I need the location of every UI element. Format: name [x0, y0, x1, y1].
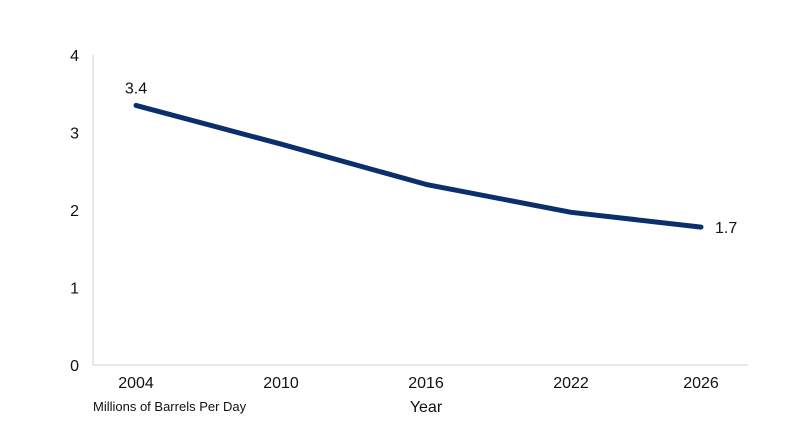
- data-labels: 3.4 1.7: [125, 80, 737, 237]
- x-tick-label: 2004: [118, 375, 154, 392]
- x-tick-label: 2022: [553, 375, 589, 392]
- x-tick-label: 2010: [263, 375, 299, 392]
- x-axis-title: Year: [410, 399, 443, 416]
- y-tick-label: 2: [70, 203, 79, 220]
- data-label: 3.4: [125, 80, 147, 97]
- series-layer: [133, 102, 704, 230]
- x-tick-label: 2026: [683, 375, 719, 392]
- y-tick-label: 1: [70, 281, 79, 298]
- x-tick-label: 2016: [408, 375, 444, 392]
- y-tick-label: 3: [70, 126, 79, 143]
- y-tick-labels: 0 1 2 3 4: [70, 48, 79, 375]
- data-label: 1.7: [715, 220, 737, 237]
- y-tick-label: 0: [70, 358, 79, 375]
- x-tick-labels: 2004 2010 2016 2022 2026: [118, 375, 719, 392]
- y-tick-label: 4: [70, 48, 79, 65]
- unit-note: Millions of Barrels Per Day: [93, 399, 247, 414]
- series-line: [133, 102, 704, 230]
